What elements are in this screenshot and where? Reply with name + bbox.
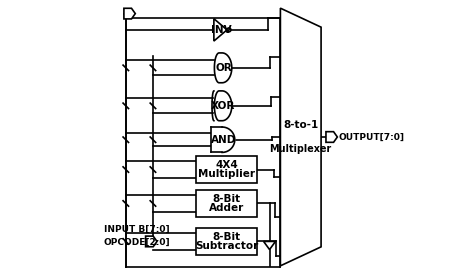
Bar	[196, 156, 257, 183]
Text: Subtractor: Subtractor	[195, 241, 258, 251]
Text: 8-Bit: 8-Bit	[213, 232, 241, 242]
Text: 8-Bit: 8-Bit	[213, 194, 241, 204]
Polygon shape	[214, 19, 227, 41]
Polygon shape	[146, 236, 157, 247]
Circle shape	[227, 28, 231, 32]
Text: XOR: XOR	[210, 101, 235, 111]
Polygon shape	[326, 132, 337, 142]
Bar	[196, 190, 257, 217]
Text: INPUT B[7:0]: INPUT B[7:0]	[103, 225, 169, 234]
Polygon shape	[264, 241, 275, 250]
Text: Multiplexer: Multiplexer	[270, 144, 332, 154]
Bar	[196, 228, 257, 255]
Polygon shape	[222, 127, 235, 152]
Polygon shape	[281, 8, 321, 266]
Text: 8-to-1: 8-to-1	[283, 120, 319, 130]
Text: OPCODE[2:0]: OPCODE[2:0]	[103, 238, 170, 247]
Text: OUTPUT[7:0]: OUTPUT[7:0]	[339, 133, 405, 141]
Text: Multiplier: Multiplier	[198, 169, 255, 179]
Text: OR: OR	[215, 63, 232, 73]
Text: Adder: Adder	[209, 203, 245, 213]
Text: 4X4: 4X4	[216, 160, 238, 170]
Text: INV: INV	[211, 25, 232, 35]
Polygon shape	[214, 53, 232, 83]
Polygon shape	[214, 91, 232, 121]
Text: AND: AND	[211, 135, 236, 145]
Bar	[211, 127, 222, 152]
Polygon shape	[124, 8, 135, 19]
